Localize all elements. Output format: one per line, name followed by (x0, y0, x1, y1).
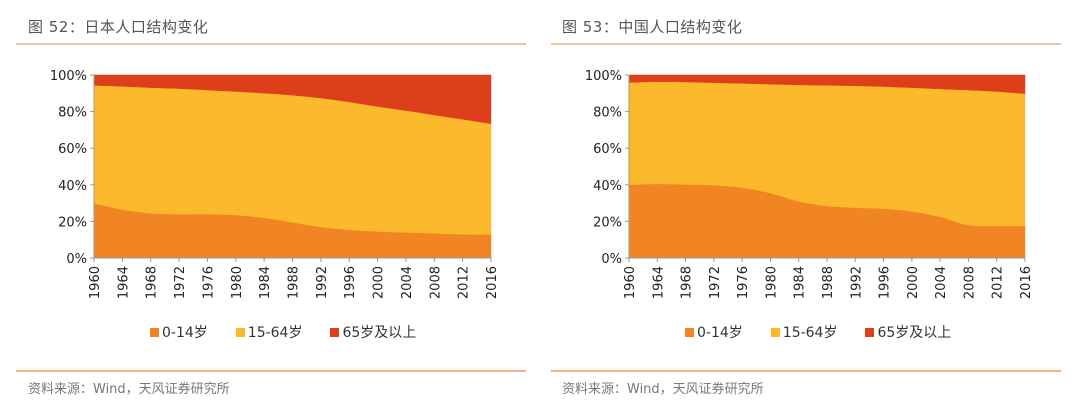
legend-item-0-14: 0-14岁 (685, 322, 743, 342)
x-tick-label: 1960 (88, 266, 103, 299)
title-divider (16, 43, 526, 45)
y-tick-label: 40% (58, 179, 87, 194)
y-tick-label: 20% (593, 215, 622, 230)
japan-population-chart: 0% 20% 40% 60% 80% 100% 1960 1964 1968 1972 1976 19… (50, 69, 500, 299)
y-tick-label: 100% (50, 69, 87, 84)
legend-swatch (685, 327, 694, 337)
x-tick-label: 1984 (258, 266, 273, 299)
x-tick-label: 1964 (116, 266, 131, 299)
y-tick-label: 100% (585, 69, 622, 84)
x-tick-label: 1968 (680, 266, 695, 299)
legend-label: 0-14岁 (162, 325, 208, 341)
x-tick-label: 2008 (962, 266, 977, 299)
x-tick-label: 2008 (428, 266, 443, 299)
x-tick-label: 1964 (651, 266, 666, 299)
x-tick-label: 1980 (230, 266, 245, 299)
legend-swatch (330, 327, 340, 337)
legend-swatch (865, 327, 875, 337)
legend-item-15-64: 15-64岁 (770, 322, 838, 342)
x-tick-label: 1992 (315, 266, 330, 299)
china-panel: 图 53：中国人口结构变化 0% 20% 40% 60% 80% 100% 1960 1964… (540, 0, 1080, 420)
legend-item-65-plus: 65岁及以上 (330, 322, 416, 342)
y-tick-label: 0% (601, 252, 622, 267)
chart-title: 图 53：中国人口结构变化 (562, 18, 743, 36)
legend: 0-14岁 15-64岁 65岁及以上 (685, 322, 951, 342)
y-tick-label: 80% (593, 106, 622, 121)
x-tick-label: 2016 (485, 266, 500, 299)
x-tick-label: 2004 (400, 266, 415, 299)
y-tick-label: 60% (58, 142, 87, 157)
source-divider (16, 370, 526, 372)
y-tick-label: 40% (593, 179, 622, 194)
y-tick-label: 0% (66, 252, 87, 267)
source-divider (551, 370, 1061, 372)
legend-swatch (235, 327, 245, 337)
legend-label: 65岁及以上 (877, 325, 952, 341)
x-tick-label: 1988 (821, 266, 836, 299)
x-tick-label: 1984 (793, 266, 808, 299)
source-note: 资料来源：Wind，天风证券研究所 (28, 382, 230, 397)
y-tick-label: 60% (593, 142, 622, 157)
x-tick-label: 1996 (878, 266, 893, 299)
y-tick-label: 80% (58, 106, 87, 121)
x-tick-label: 2016 (1019, 266, 1034, 299)
legend-swatch (150, 327, 159, 337)
area-65-plus (628, 74, 1026, 94)
y-tick-label: 20% (58, 215, 87, 230)
x-tick-label: 1980 (764, 266, 779, 299)
legend-item-0-14: 0-14岁 (150, 322, 208, 342)
x-tick-label: 2012 (991, 266, 1006, 299)
legend-item-15-64: 15-64岁 (235, 322, 303, 342)
legend-label: 65岁及以上 (342, 325, 417, 341)
x-tick-label: 1972 (173, 266, 188, 299)
x-tick-label: 1992 (849, 266, 864, 299)
x-tick-label: 2000 (372, 266, 387, 299)
x-tick-label: 1996 (343, 266, 358, 299)
source-note: 资料来源：Wind，天风证券研究所 (562, 382, 764, 397)
x-tick-label: 1960 (623, 266, 638, 299)
area-65-plus (93, 74, 492, 124)
x-tick-label: 1976 (736, 266, 751, 299)
legend-swatch (770, 327, 780, 337)
x-tick-label: 1988 (287, 266, 302, 299)
chart-title: 图 52：日本人口结构变化 (28, 18, 209, 36)
legend-label: 15-64岁 (782, 325, 838, 341)
legend: 0-14岁 15-64岁 65岁及以上 (150, 322, 416, 342)
x-tick-label: 1968 (145, 266, 160, 299)
legend-label: 15-64岁 (247, 325, 303, 341)
legend-item-65-plus: 65岁及以上 (865, 322, 951, 342)
x-tick-label: 2012 (457, 266, 472, 299)
x-tick-label: 1972 (708, 266, 723, 299)
japan-panel: 图 52：日本人口结构变化 0% 20% 40% 60% 80% 100% 1960 1964… (16, 18, 526, 397)
x-tick-label: 2000 (906, 266, 921, 299)
china-population-chart: 0% 20% 40% 60% 80% 100% 1960 1964 1968 1972 1976 19… (585, 69, 1034, 299)
x-tick-label: 1976 (201, 266, 216, 299)
legend-label: 0-14岁 (697, 325, 743, 341)
title-divider (551, 43, 1061, 45)
x-tick-label: 2004 (934, 266, 949, 299)
